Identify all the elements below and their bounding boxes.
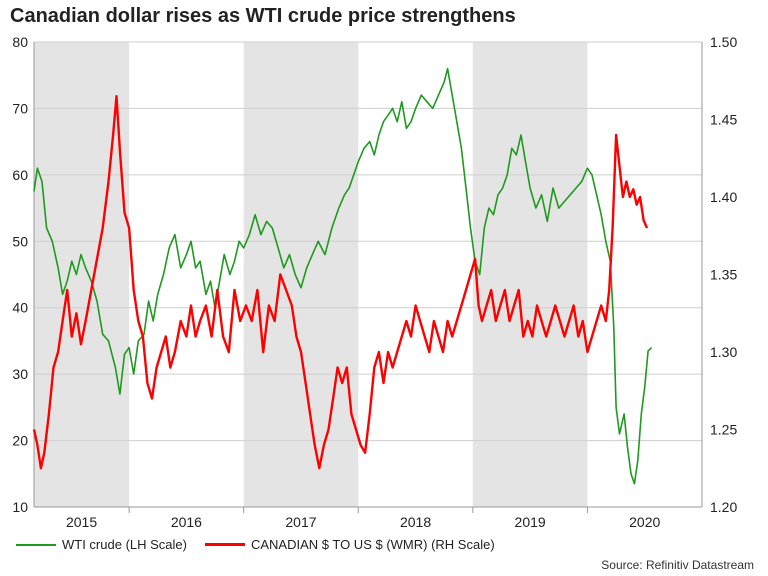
legend-label-wti: WTI crude (LH Scale) (62, 537, 187, 552)
x-tick-label-2018: 2018 (400, 514, 431, 530)
right-axis-ticks: 1.50 1.45 1.40 1.35 1.30 1.25 1.20 (710, 34, 737, 515)
x-axis-ticks: 2015 2016 2017 2018 2019 2020 (66, 507, 660, 530)
right-tick-label-6: 1.20 (710, 499, 737, 515)
x-tick-label-2019: 2019 (515, 514, 546, 530)
right-tick-label-5: 1.25 (710, 422, 737, 438)
left-tick-label-7: 10 (12, 499, 28, 515)
x-tick-label-2017: 2017 (285, 514, 316, 530)
left-axis-ticks: 80 70 60 50 40 30 20 10 (12, 34, 28, 515)
right-tick-label-0: 1.50 (710, 34, 737, 50)
legend-label-cad: CANADIAN $ TO US $ (WMR) (RH Scale) (250, 537, 495, 552)
left-tick-label-5: 30 (12, 366, 28, 382)
right-tick-label-3: 1.35 (710, 267, 737, 283)
left-tick-label-6: 20 (12, 433, 28, 449)
source-note: Source: Refinitiv Datastream (601, 558, 754, 572)
x-tick-label-2020: 2020 (629, 514, 660, 530)
series-lines (32, 67, 653, 485)
legend-item-cad: CANADIAN $ TO US $ (WMR) (RH Scale) (204, 537, 495, 552)
left-tick-label-3: 50 (12, 233, 28, 249)
chart-title: Canadian dollar rises as WTI crude price… (10, 5, 516, 27)
left-tick-label-0: 80 (12, 34, 28, 50)
series-line-wti (33, 67, 653, 485)
shaded-period-1 (243, 42, 359, 507)
left-tick-label-1: 70 (12, 100, 28, 116)
right-tick-label-2: 1.40 (710, 189, 737, 205)
left-tick-label-2: 60 (12, 167, 28, 183)
right-tick-label-1: 1.45 (710, 112, 737, 128)
shaded-period-0 (34, 42, 130, 507)
series-line-cad (32, 94, 649, 470)
shaded-periods (34, 42, 588, 507)
legend: WTI crude (LH Scale) CANADIAN $ TO US $ … (16, 537, 513, 552)
legend-swatch-red (204, 543, 245, 546)
x-tick-label-2015: 2015 (66, 514, 97, 530)
shaded-period-2 (472, 42, 588, 507)
right-tick-label-4: 1.30 (710, 344, 737, 360)
legend-swatch-green (16, 543, 56, 546)
x-tick-label-2016: 2016 (171, 514, 202, 530)
left-tick-label-4: 40 (12, 300, 28, 316)
legend-item-wti: WTI crude (LH Scale) (16, 537, 187, 552)
